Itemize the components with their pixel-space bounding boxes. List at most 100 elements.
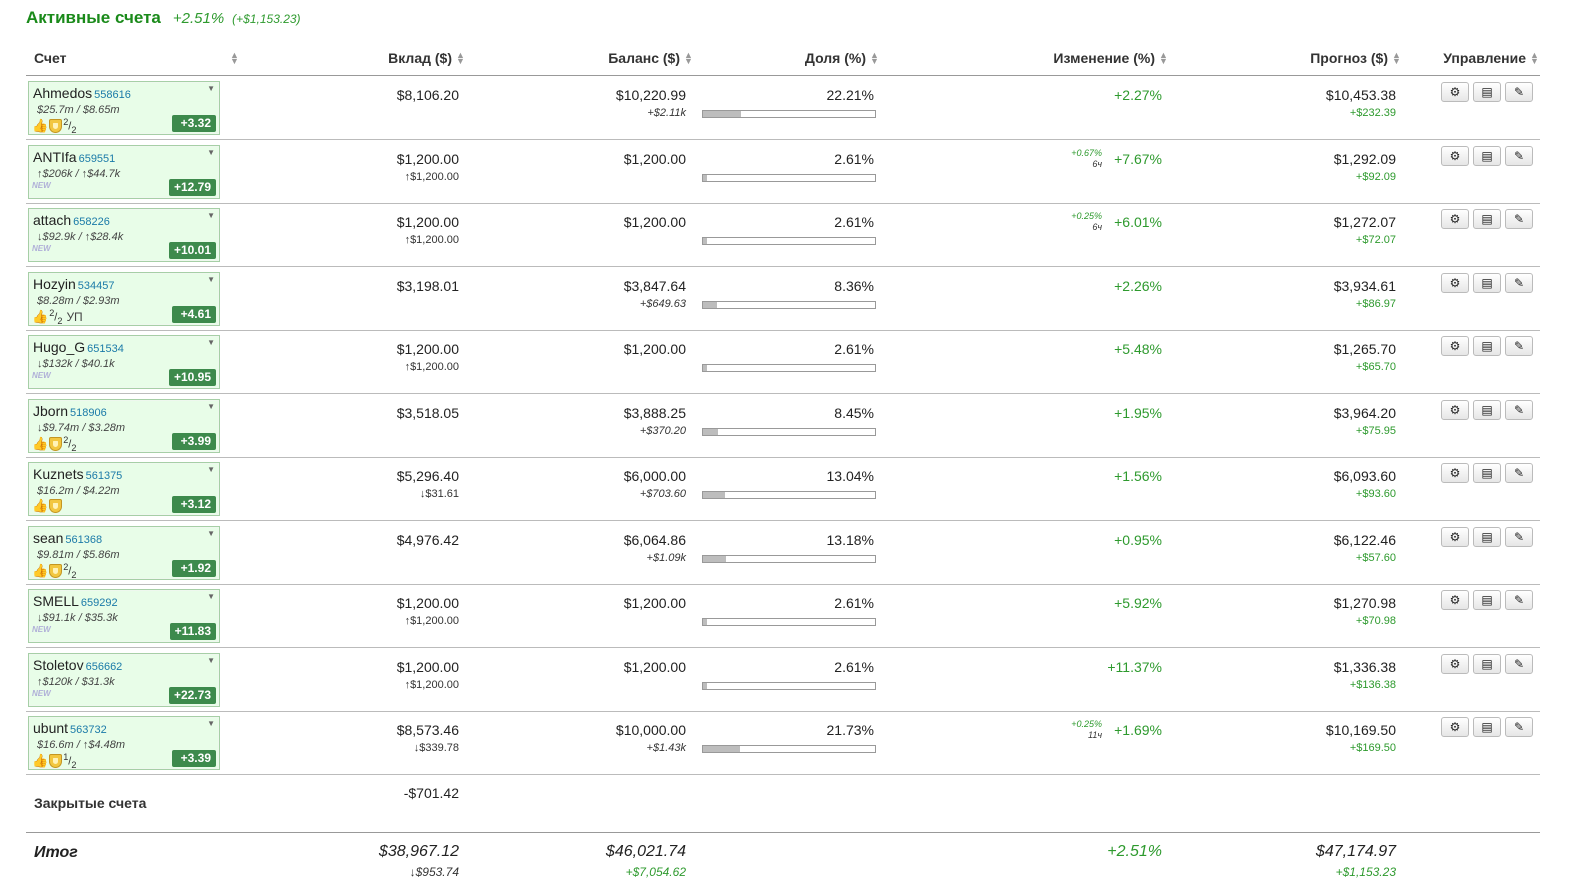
- report-button[interactable]: ▤: [1473, 273, 1501, 293]
- report-button[interactable]: ▤: [1473, 146, 1501, 166]
- column-header-share[interactable]: Доля (%) ▲ ▼: [805, 50, 879, 66]
- edit-button[interactable]: ✎: [1505, 527, 1533, 547]
- report-button[interactable]: ▤: [1473, 527, 1501, 547]
- table-row: ubunt 563732 ▼ $16.6m / ↑$4.48m 👍 1/2 +3.39 $8,…: [26, 711, 1540, 775]
- report-button[interactable]: ▤: [1473, 336, 1501, 356]
- account-name-wrap: Ahmedos 558616: [33, 85, 131, 101]
- edit-button[interactable]: ✎: [1505, 590, 1533, 610]
- total-deposit-delta: ↓$953.74: [409, 865, 459, 879]
- settings-button[interactable]: ⚙: [1441, 590, 1469, 610]
- edit-button[interactable]: ✎: [1505, 209, 1533, 229]
- deposit-value: $1,200.00: [396, 341, 459, 357]
- edit-button[interactable]: ✎: [1505, 717, 1533, 737]
- account-id[interactable]: 558616: [94, 89, 131, 101]
- edit-button[interactable]: ✎: [1505, 654, 1533, 674]
- report-button[interactable]: ▤: [1473, 82, 1501, 102]
- settings-button[interactable]: ⚙: [1441, 336, 1469, 356]
- settings-button[interactable]: ⚙: [1441, 273, 1469, 293]
- account-card[interactable]: ubunt 563732 ▼ $16.6m / ↑$4.48m 👍 1/2 +3.39: [28, 716, 220, 770]
- edit-button[interactable]: ✎: [1505, 82, 1533, 102]
- column-header-manage[interactable]: Управление ▲ ▼: [1443, 50, 1539, 66]
- account-name: Hozyin: [33, 276, 76, 292]
- column-header-balance[interactable]: Баланс ($) ▲ ▼: [608, 50, 693, 66]
- account-card[interactable]: SMELL 659292 ▼ ↓$91.1k / $35.3k NEW +11.83: [28, 589, 220, 643]
- settings-button[interactable]: ⚙: [1441, 82, 1469, 102]
- account-id[interactable]: 651534: [87, 343, 124, 355]
- deposit-value: $1,200.00: [396, 214, 459, 230]
- dropdown-caret-icon[interactable]: ▼: [207, 148, 215, 157]
- share-value: 8.36%: [834, 278, 874, 294]
- share-bar: [702, 745, 876, 753]
- column-header-account[interactable]: Счет: [34, 50, 67, 66]
- edit-button[interactable]: ✎: [1505, 146, 1533, 166]
- edit-button[interactable]: ✎: [1505, 273, 1533, 293]
- dropdown-caret-icon[interactable]: ▼: [207, 211, 215, 220]
- dropdown-caret-icon[interactable]: ▼: [207, 592, 215, 601]
- account-id[interactable]: 518906: [70, 407, 107, 419]
- account-id[interactable]: 658226: [73, 216, 110, 228]
- column-label: Изменение (%): [1053, 50, 1155, 66]
- dropdown-caret-icon[interactable]: ▼: [207, 275, 215, 284]
- account-card[interactable]: attach 658226 ▼ ↓$92.9k / ↑$28.4k NEW +10.01: [28, 208, 220, 262]
- account-card[interactable]: Stoletov 656662 ▼ ↑$120k / $31.3k NEW +22.73: [28, 653, 220, 707]
- report-button[interactable]: ▤: [1473, 400, 1501, 420]
- settings-button[interactable]: ⚙: [1441, 463, 1469, 483]
- account-id[interactable]: 561375: [85, 470, 123, 482]
- account-id[interactable]: 534457: [77, 280, 115, 292]
- dropdown-caret-icon[interactable]: ▼: [207, 719, 215, 728]
- thumbs-up-icon: 👍: [32, 498, 49, 513]
- report-button[interactable]: ▤: [1473, 590, 1501, 610]
- table-row: ANTIfa 659551 ▼ ↑$206k / ↑$44.7k NEW +12.79 $1…: [26, 140, 1540, 204]
- column-header-forecast[interactable]: Прогноз ($) ▲ ▼: [1310, 50, 1401, 66]
- dropdown-caret-icon[interactable]: ▼: [207, 465, 215, 474]
- pencil-icon: ✎: [1513, 530, 1525, 544]
- settings-button[interactable]: ⚙: [1441, 654, 1469, 674]
- account-card[interactable]: sean 561368 ▼ $9.81m / $5.86m 👍 2/2 +1.92: [28, 526, 220, 580]
- total-forecast-delta: +$1,153.23: [1335, 865, 1396, 879]
- forecast-delta: +$72.07: [1355, 234, 1396, 246]
- closed-accounts-label: Закрытые счета: [34, 795, 147, 811]
- column-header-change[interactable]: Изменение (%) ▲ ▼: [1053, 50, 1168, 66]
- deposit-value: $1,200.00: [396, 659, 459, 675]
- dropdown-caret-icon[interactable]: ▼: [207, 402, 215, 411]
- dropdown-caret-icon[interactable]: ▼: [207, 84, 215, 93]
- account-card[interactable]: Ahmedos 558616 ▼ $25.7m / $8.65m 👍 2/2 +3.32: [28, 81, 220, 135]
- report-button[interactable]: ▤: [1473, 654, 1501, 674]
- report-button[interactable]: ▤: [1473, 209, 1501, 229]
- forecast-value: $1,265.70: [1333, 341, 1396, 357]
- report-button[interactable]: ▤: [1473, 463, 1501, 483]
- settings-button[interactable]: ⚙: [1441, 400, 1469, 420]
- edit-button[interactable]: ✎: [1505, 463, 1533, 483]
- dropdown-caret-icon[interactable]: ▼: [207, 529, 215, 538]
- report-button[interactable]: ▤: [1473, 717, 1501, 737]
- settings-button[interactable]: ⚙: [1441, 527, 1469, 547]
- balance-value: $10,220.99: [615, 87, 686, 103]
- share-bar-fill: [703, 111, 742, 117]
- account-stats: ↓$132k / $40.1k: [37, 358, 115, 370]
- sort-icon[interactable]: ▲ ▼: [230, 50, 239, 66]
- change-value: +0.95%: [1114, 532, 1162, 548]
- account-name: ubunt: [33, 720, 69, 736]
- settings-button[interactable]: ⚙: [1441, 146, 1469, 166]
- total-change-abs: (+$1,153.23): [232, 12, 301, 26]
- account-id[interactable]: 656662: [85, 661, 123, 673]
- dropdown-caret-icon[interactable]: ▼: [207, 656, 215, 665]
- account-id[interactable]: 659292: [80, 597, 118, 609]
- thumbs-up-icon: 👍: [32, 308, 49, 324]
- account-card[interactable]: Jborn 518906 ▼ ↓$9.74m / $3.28m 👍 2/2 +3.99: [28, 399, 220, 453]
- account-id[interactable]: 563732: [70, 724, 107, 736]
- account-card[interactable]: Hugo_G 651534 ▼ ↓$132k / $40.1k NEW +10.95: [28, 335, 220, 389]
- column-header-deposit[interactable]: Вклад ($) ▲ ▼: [388, 50, 465, 66]
- deposit-delta: ↓$31.61: [419, 488, 459, 500]
- settings-button[interactable]: ⚙: [1441, 717, 1469, 737]
- account-id[interactable]: 659551: [78, 153, 116, 165]
- edit-button[interactable]: ✎: [1505, 336, 1533, 356]
- dropdown-caret-icon[interactable]: ▼: [207, 338, 215, 347]
- share-bar-fill: [703, 619, 708, 625]
- account-card[interactable]: ANTIfa 659551 ▼ ↑$206k / ↑$44.7k NEW +12.79: [28, 145, 220, 199]
- edit-button[interactable]: ✎: [1505, 400, 1533, 420]
- settings-button[interactable]: ⚙: [1441, 209, 1469, 229]
- account-card[interactable]: Hozyin 534457 ▼ $8.28m / $2.93m 👍 2/2 УП +4.61: [28, 272, 220, 326]
- account-id[interactable]: 561368: [65, 534, 103, 546]
- account-card[interactable]: Kuznets 561375 ▼ $16.2m / $4.22m 👍 +3.12: [28, 462, 220, 516]
